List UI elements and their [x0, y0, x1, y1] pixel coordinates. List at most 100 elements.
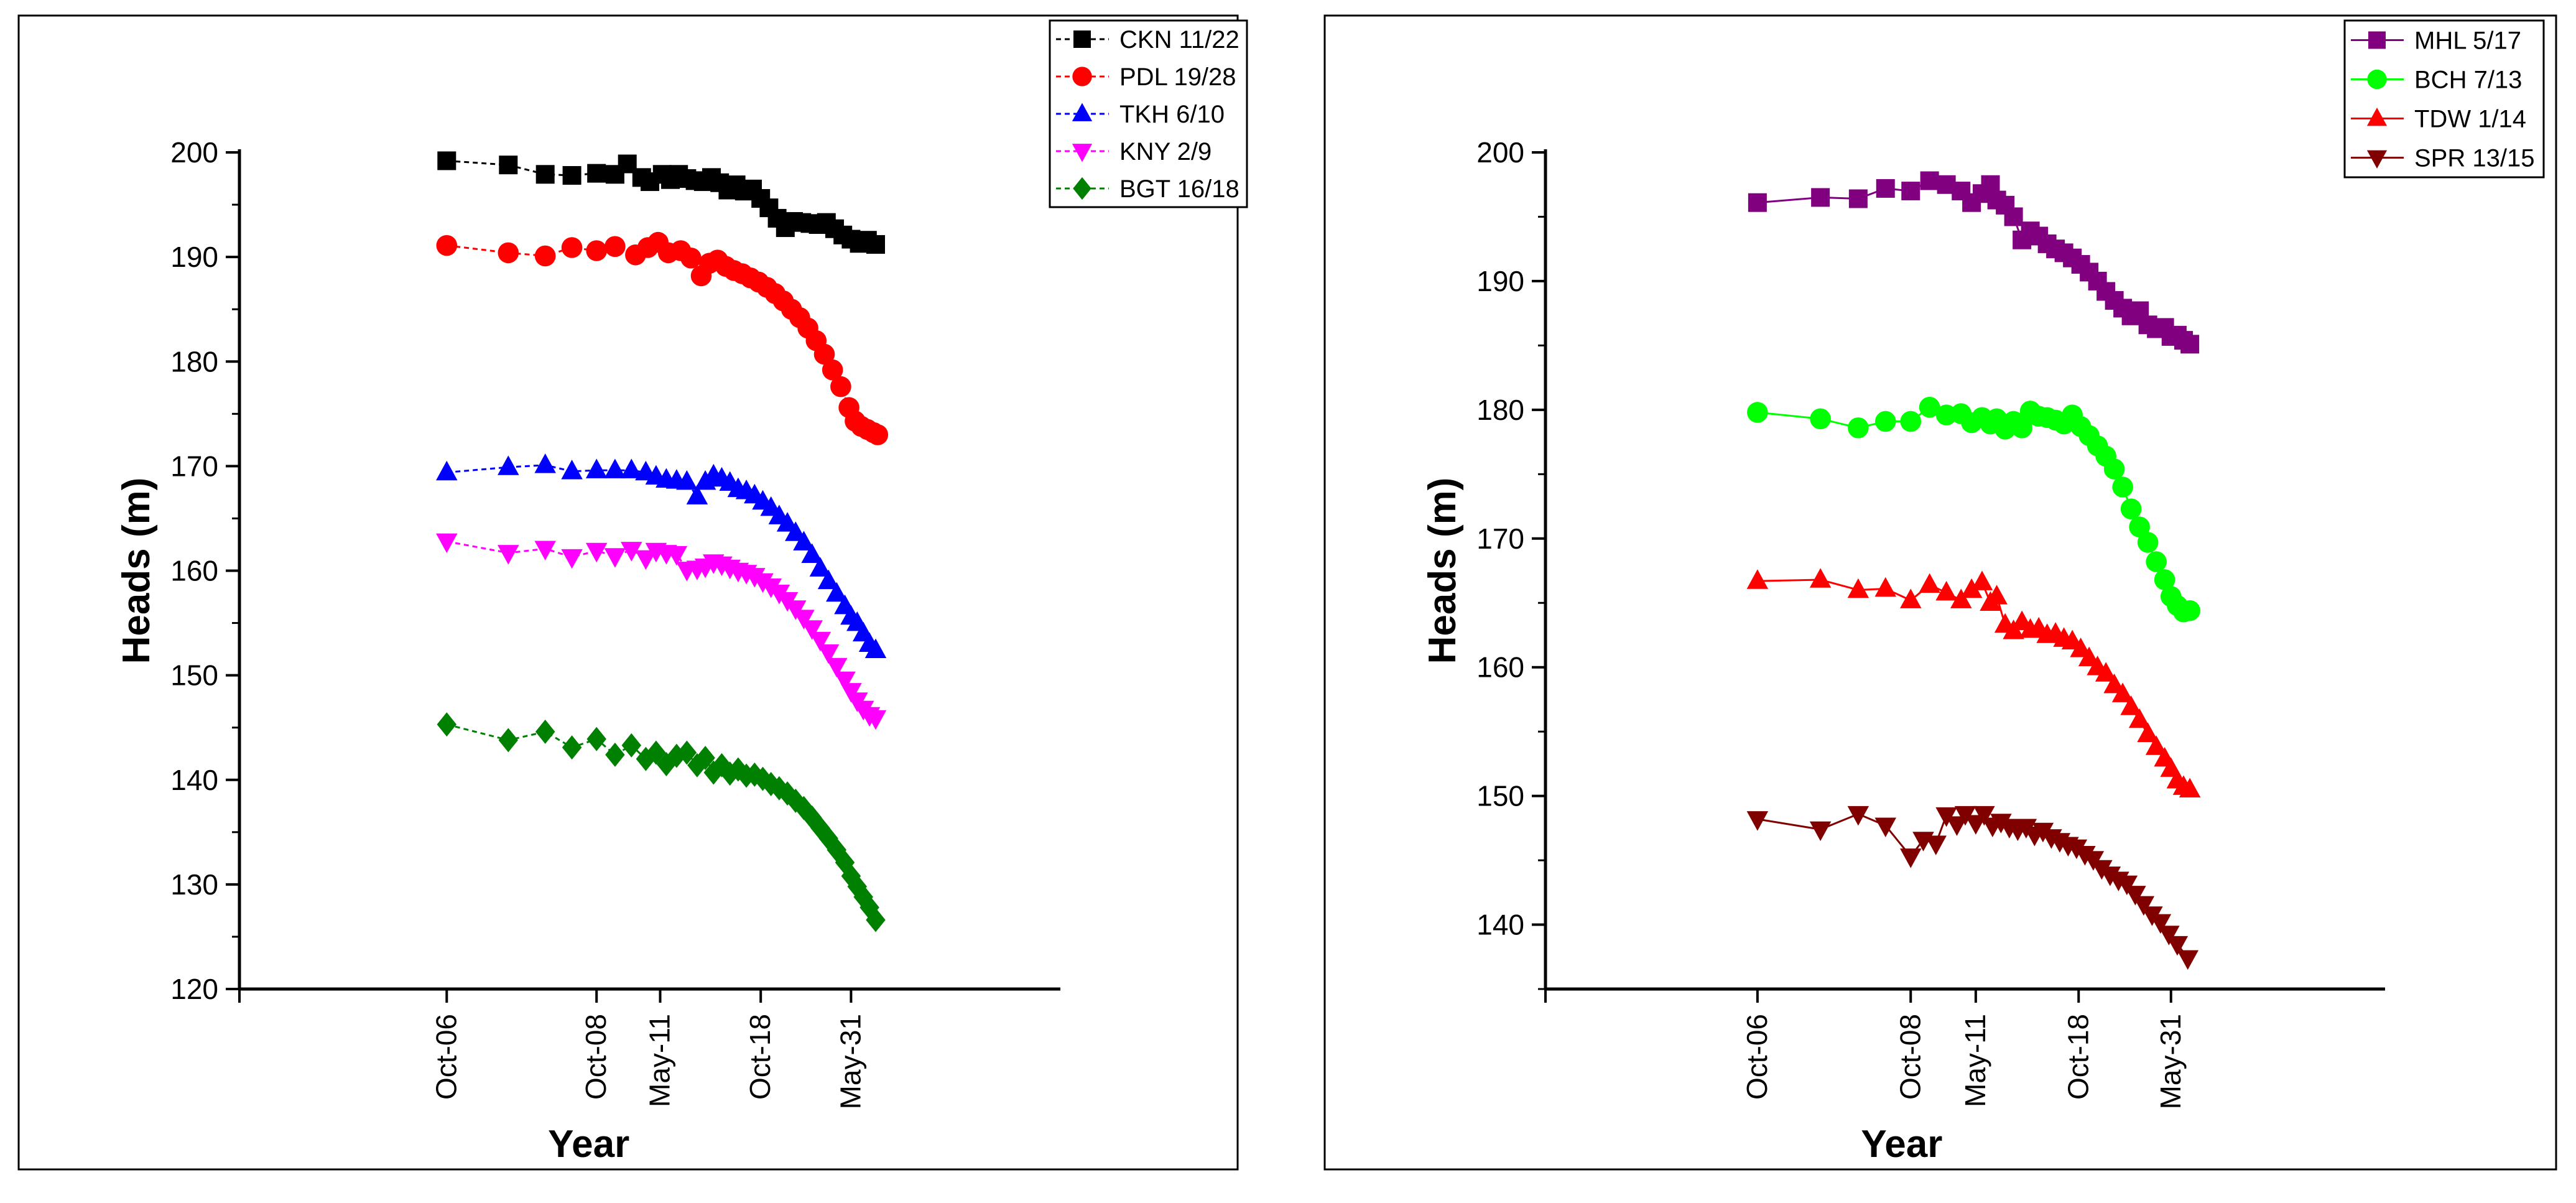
data-point [604, 548, 626, 568]
y-tick-label: 140 [170, 764, 218, 796]
y-tick-label: 180 [170, 345, 218, 378]
data-point [534, 453, 556, 473]
data-point [1925, 835, 1947, 855]
data-point [2145, 735, 2167, 755]
legend: CKN 11/22 PDL 19/28 TKH 6/10 KNY 2/9 BGT 16/… [1049, 19, 1248, 208]
data-point [535, 719, 555, 744]
y-tick-label: 130 [170, 868, 218, 901]
data-point [1874, 577, 1896, 597]
data-point [2166, 936, 2189, 956]
data-point [1919, 573, 1940, 593]
data-point [1946, 816, 1968, 836]
x-tick-label: May-31 [834, 1014, 866, 1109]
data-point [535, 165, 555, 184]
data-point [2129, 516, 2150, 537]
x-tick-label: Oct-06 [1741, 1014, 1773, 1100]
data-point [822, 359, 843, 381]
data-point [864, 710, 887, 730]
data-point [2120, 695, 2142, 715]
data-point [2154, 569, 2175, 590]
data-point [1809, 821, 1832, 842]
data-point [2120, 498, 2142, 519]
data-point [498, 545, 519, 565]
data-point [801, 543, 823, 564]
data-point [1960, 578, 1983, 598]
data-point [621, 542, 642, 562]
data-point [604, 458, 626, 478]
data-point [2179, 600, 2200, 621]
data-point [830, 376, 851, 397]
data-point [1950, 588, 1972, 608]
data-point [866, 235, 885, 254]
data-point [605, 742, 625, 767]
series-tdw-1-14 [1746, 568, 2201, 798]
y-axis-title: Heads (m) [1421, 478, 1464, 664]
data-point [2011, 417, 2032, 439]
x-tick-label: May-31 [2154, 1014, 2187, 1109]
data-point [2177, 950, 2198, 970]
x-axis-title: Year [1861, 1123, 1942, 1166]
chart-panel-2: 140 150 160 170 180 190 200 Oct-06 Oct-08 May-11 O… [1323, 14, 2557, 1171]
data-point [2128, 708, 2151, 728]
series-bch-7-13 [1747, 396, 2200, 623]
data-point [621, 458, 642, 478]
data-point [1811, 188, 1830, 207]
data-point [586, 240, 607, 261]
data-point [1746, 569, 1769, 589]
data-point [686, 485, 708, 504]
data-point [1874, 411, 1896, 432]
data-point [813, 343, 835, 365]
legend-marker [1073, 30, 1091, 48]
data-point [605, 236, 626, 258]
data-point [1971, 570, 1993, 590]
data-point [817, 644, 840, 664]
x-tick-label: Oct-08 [1894, 1014, 1926, 1100]
y-tick-label: 160 [170, 555, 218, 587]
data-point [498, 242, 519, 264]
data-point [1986, 585, 2008, 605]
legend-label-ckn-11-22: CKN 11/22 [1119, 26, 1239, 53]
data-point [534, 541, 556, 560]
y-tick-label: 190 [1476, 265, 1524, 297]
legend-marker [1073, 177, 1091, 200]
data-point [437, 712, 457, 737]
data-point [1935, 580, 1957, 601]
x-tick-label: Oct-06 [430, 1014, 462, 1100]
data-point [2099, 866, 2121, 886]
x-tick-label: Oct-18 [2062, 1014, 2094, 1100]
x-tick-label: Oct-18 [744, 1014, 776, 1100]
data-point [1847, 806, 1869, 826]
legend-marker [2368, 31, 2386, 49]
x-axis-title: Year [548, 1123, 629, 1166]
data-point [1876, 179, 1895, 198]
series-tkh-6-10 [436, 453, 887, 659]
data-point [587, 164, 606, 183]
legend: MHL 5/17 BCH 7/13 TDW 1/14 SPR 13/15 [2343, 19, 2545, 179]
data-point [1848, 417, 1869, 439]
data-point [635, 550, 657, 570]
y-tick-label: 200 [1476, 136, 1524, 169]
legend-marker [2366, 108, 2388, 126]
data-point [801, 620, 823, 640]
series-ckn-11-22 [437, 151, 885, 254]
data-point [585, 458, 608, 478]
data-point [809, 631, 832, 652]
data-point [1901, 182, 1920, 201]
legend-marker [2367, 69, 2387, 90]
series-pdl-19-28 [436, 231, 889, 445]
data-point [834, 671, 856, 692]
data-point [866, 908, 886, 932]
data-point [1900, 588, 1922, 608]
data-point [2074, 845, 2096, 866]
y-tick-label: 160 [1476, 651, 1524, 684]
data-point [1920, 171, 1939, 190]
series-bgt-16-18 [437, 712, 886, 932]
data-point [1747, 402, 1768, 423]
y-tick-label: 170 [170, 450, 218, 482]
y-axis-title: Heads (m) [115, 478, 158, 664]
data-point [561, 237, 583, 258]
data-point [1810, 408, 1831, 430]
data-point [1748, 193, 1767, 212]
y-tick-label: 170 [1476, 523, 1524, 555]
